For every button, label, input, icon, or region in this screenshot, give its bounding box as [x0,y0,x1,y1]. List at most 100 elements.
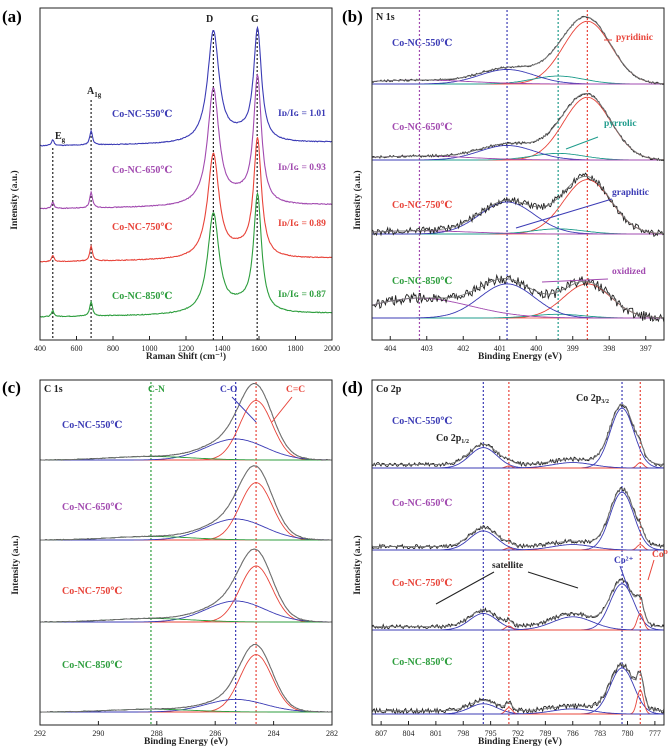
panel-b-fit-0 [372,16,665,85]
panel-d-raw-1 [371,486,665,550]
annot-pyridinic: pyridinic [616,33,653,43]
panel-c-ylabel: Intensity (a.u.) [10,535,21,594]
ratio-550: Iᴅ/Iɢ = 1.01 [278,109,326,119]
panel-c-component-1-2 [40,600,332,623]
arrow-c-o [231,396,257,423]
d-series-label-750: Co-NC-750℃ [392,578,452,589]
panel-a-tick-label-1: 600 [71,344,83,353]
panel-a-tick-label-8: 2000 [324,344,340,353]
panel-a-series-2 [39,137,333,263]
annot-c-eq-c: C=C [286,385,305,395]
annot-co2plus: Co²⁺ [614,556,633,566]
panel-d-tick-label-10: 777 [649,729,661,738]
panel-b-tick-label-4: 400 [530,344,542,353]
panel-c-component-1-1 [40,518,332,541]
panel-d-component-0-2 [372,583,664,631]
panel-c-component-1-0 [40,438,332,461]
panel-c-frame [39,379,333,726]
panel-c-fit-1 [40,465,332,541]
panel-b-tick-label-6: 398 [603,344,615,353]
panel-d-tick-label-8: 783 [594,729,606,738]
arrow-c-eq-c [271,396,293,423]
panel-c-component-1-3 [40,698,332,713]
panel-a-tick-label-0: 400 [34,344,46,353]
b-series-label-850: Co-NC-850℃ [392,276,452,287]
panel-a-tick-label-6: 1600 [251,344,267,353]
panel-d-xlabel: Binding Energy (eV) [478,736,562,747]
peak-label-g: G [251,14,259,25]
panel-b-xlabel: Binding Energy (eV) [478,351,562,362]
c-series-label-750: Co-NC-750℃ [62,586,122,597]
series-label-850: Co-NC-850℃ [112,291,172,302]
panel-d-tick-label-7: 786 [567,729,579,738]
d-series-label-650: Co-NC-650℃ [392,498,452,509]
panel-d-component-4-3 [372,708,664,715]
panel-b-frame [371,7,665,341]
panel-a-tick-label-3: 1000 [142,344,158,353]
panel-d: (d) Intensity (a.u.) Binding Energy (eV)… [342,378,668,747]
panel-c-fit-3 [40,644,332,713]
panel-c-tick-label-5: 282 [326,729,338,738]
panel-a-series-0 [39,25,333,147]
arrow-pyrrolic [565,136,599,150]
panel-d-fit-2 [372,579,664,628]
panel-c-tick-label-2: 288 [151,729,163,738]
panel-d-component-4-2 [372,616,664,631]
panel-b-tick-label-5: 399 [567,344,579,353]
panel-b-tick-label-2: 402 [457,344,469,353]
arrow-graphitic [515,198,613,229]
panel-c: (c) Intensity (a.u.) Binding Energy (eV)… [2,378,338,747]
panel-a-tick-label-2: 800 [107,344,119,353]
panel-d-label: (d) [342,378,363,397]
panel-b-raw-3 [371,273,665,323]
d-series-label-550: Co-NC-550℃ [392,416,452,427]
panel-d-tick-label-3: 798 [457,729,469,738]
b-series-label-750: Co-NC-750℃ [392,200,452,211]
arrow-co0 [647,559,655,581]
arrow-satellite-1 [435,571,495,605]
panel-d-tick-label-4: 795 [485,729,497,738]
panel-a-frame [39,7,333,341]
panel-b-tick-label-0: 404 [384,344,396,353]
panel-b-tick-label-3: 401 [494,344,506,353]
panel-b-fit-1 [372,93,665,161]
annot-co2p32: Co 2p3/2 [576,393,609,405]
panel-a-tick-label-4: 1200 [178,344,194,353]
panel-b-tick-label-7: 397 [640,344,652,353]
panel-c-fit-2 [40,548,332,623]
panel-a-tick-label-7: 1800 [288,344,304,353]
peak-label-d: D [206,14,213,25]
panel-b-component-3-3 [371,297,664,319]
panel-b-component-0-0 [372,20,665,85]
panel-b: (b) Intensity (a.u.) Binding Energy (eV)… [342,7,665,362]
panel-b-component-0-3 [372,283,664,319]
panel-c-tick-label-3: 286 [209,729,221,738]
panel-b-raw-0 [371,15,665,85]
panel-d-frame [371,379,665,726]
panel-b-element: N 1s [376,12,395,23]
panel-a: (a) Intensity (a.u.) Raman Shift (cm⁻¹) … [2,7,340,362]
panel-c-element: C 1s [44,384,63,395]
ratio-750: Iᴅ/Iɢ = 0.89 [278,219,326,229]
panel-d-tick-label-1: 804 [403,729,415,738]
annot-c-n: C-N [148,385,165,395]
panel-d-fit-3 [372,664,664,712]
c-series-label-550: Co-NC-550℃ [62,420,122,431]
panel-d-fit-0 [372,404,665,466]
panel-c-tick-label-4: 284 [268,729,280,738]
c-series-label-650: Co-NC-650℃ [62,502,122,513]
peak-label-eg: Eg [55,131,66,144]
panel-d-fit-1 [372,488,665,548]
panel-a-xlabel: Raman Shift (cm⁻¹) [146,351,226,362]
annot-graphitic: graphitic [612,188,649,198]
b-series-label-550: Co-NC-550℃ [392,38,452,49]
annot-oxidized: oxidized [612,267,646,277]
panel-c-tick-label-1: 290 [92,729,104,738]
panel-b-label: (b) [342,7,363,26]
annot-co0: Co⁰ [652,550,668,560]
b-series-label-650: Co-NC-650℃ [392,122,452,133]
c-series-label-850: Co-NC-850℃ [62,660,122,671]
panel-d-tick-label-0: 807 [375,729,387,738]
panel-d-raw-0 [371,403,665,468]
series-label-650: Co-NC-650℃ [112,165,172,176]
